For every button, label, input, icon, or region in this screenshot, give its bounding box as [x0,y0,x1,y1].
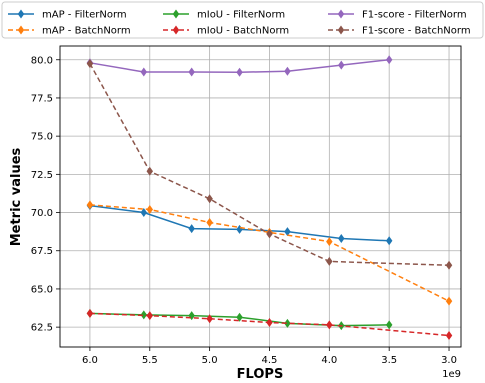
x-tick-label: 4.0 [321,355,337,366]
legend-marker [337,9,345,19]
legend-entry[interactable]: mIoU - FilterNorm [163,9,285,21]
x-tick-label: 6.0 [82,355,98,366]
series-f1-score-filternorm [86,55,393,77]
legend-marker [172,25,180,35]
data-point [385,55,393,65]
legend-entry[interactable]: mAP - FilterNorm [8,9,127,21]
data-point [146,166,154,176]
x-axis-offset-label: 1e9 [442,369,461,380]
tick-labels: 6.0 5.5 5.0 4.5 4.0 3.5 3.0 62.5 65.0 67.5 70.0 72.… [31,55,457,366]
data-point [236,67,243,77]
series-lines [86,55,453,341]
data-point [326,256,333,266]
legend-box [1,1,484,39]
series-line [89,204,450,302]
y-tick-label: 72.5 [31,170,53,181]
y-tick-label: 77.5 [31,93,53,104]
x-axis-label: FLOPS [237,367,284,382]
data-point [338,60,345,70]
data-point [206,194,213,204]
data-point [385,320,393,330]
data-point [236,312,243,322]
data-point [326,237,333,247]
legend-label: F1-score - BatchNorm [362,26,471,37]
series-line [89,204,390,242]
series-map-filternorm [86,201,393,246]
data-point [140,208,148,218]
data-point [266,229,273,239]
y-tick-label: 65.0 [31,284,53,295]
data-point [86,59,94,69]
series-line [89,63,450,267]
x-tick-label: 4.5 [262,355,278,366]
x-tick-label: 5.5 [142,355,158,366]
legend-label: mAP - BatchNorm [42,26,131,37]
data-point [284,227,291,237]
data-point [140,67,148,77]
x-tick-label: 5.0 [202,355,218,366]
legend-entry[interactable]: F1-score - BatchNorm [328,25,471,37]
data-point [445,296,453,306]
legend-entry[interactable]: mAP - BatchNorm [8,25,131,37]
y-tick-label: 62.5 [31,323,53,334]
data-point [445,260,453,270]
data-point [140,310,148,320]
data-point [188,311,195,321]
grid [60,46,461,347]
y-tick-label: 67.5 [31,246,53,257]
data-point [206,314,213,324]
data-point [146,204,154,214]
plot-frame [59,45,462,348]
legend-marker [172,9,180,19]
data-point [146,311,154,321]
data-point [284,318,291,328]
data-point [385,236,393,246]
series-miou-batchnorm [86,308,453,341]
legend-entry[interactable]: F1-score - FilterNorm [328,9,467,21]
legend-marker [17,25,25,35]
legend-entry[interactable]: mIoU - BatchNorm [163,25,289,37]
legend-marker [337,25,345,35]
data-point [86,308,94,318]
data-point [86,200,94,210]
legend-label: mIoU - FilterNorm [197,10,285,21]
y-tick-label: 75.0 [31,132,53,143]
legend-label: mAP - FilterNorm [42,10,127,21]
axes [56,45,462,351]
legend-label: mIoU - BatchNorm [197,26,289,37]
data-point [188,224,195,234]
y-tick-label: 80.0 [31,55,53,66]
legend-marker [17,9,25,19]
x-tick-label: 3.0 [441,355,457,366]
y-tick-label: 70.0 [31,208,53,219]
data-point [338,234,345,244]
data-point [326,320,333,330]
legend-label: F1-score - FilterNorm [362,10,467,21]
series-line [89,312,450,337]
data-point [284,66,291,76]
data-point [236,224,243,234]
series-f1-score-batchnorm [86,59,453,270]
data-point [266,318,273,328]
data-point [445,331,453,341]
legend[interactable]: mAP - FilterNorm mAP - BatchNorm mIoU - Fi… [1,1,484,39]
y-axis-label: Metric values [9,147,24,246]
data-point [206,217,213,227]
data-point [188,67,195,77]
x-tick-label: 3.5 [381,355,397,366]
